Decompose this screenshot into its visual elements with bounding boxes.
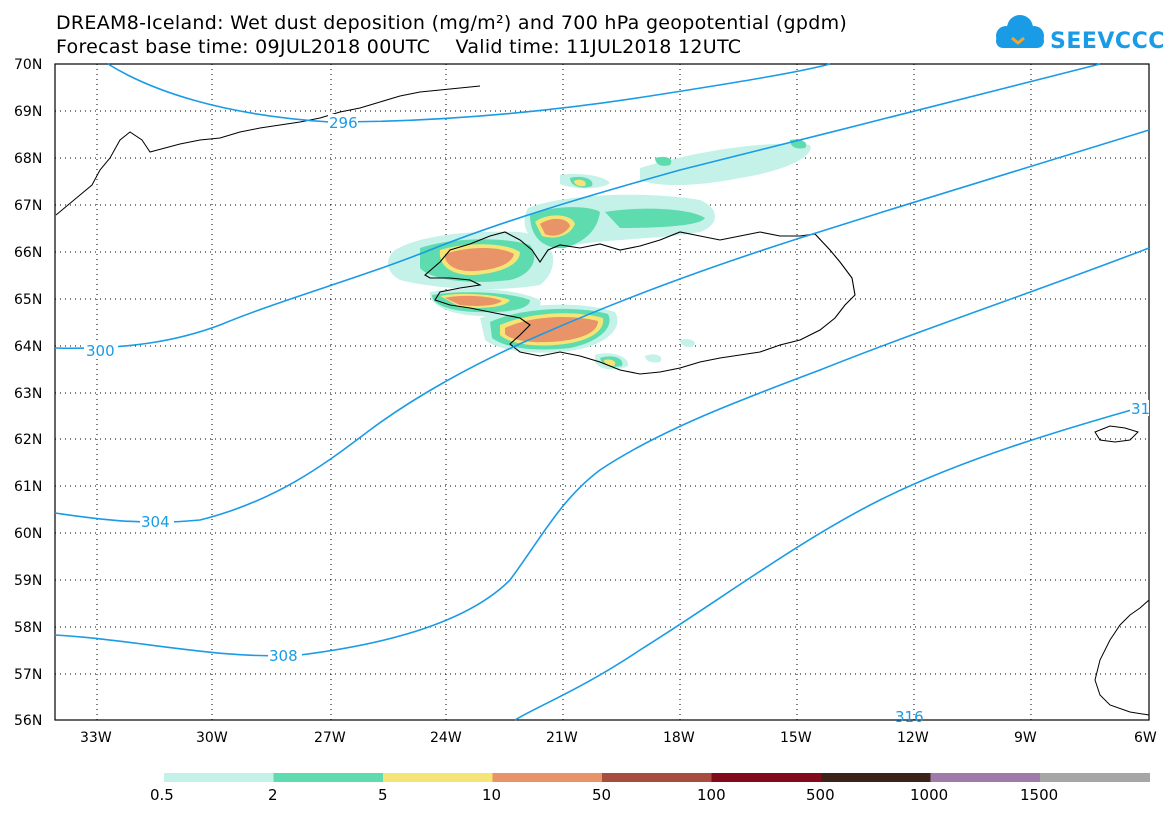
contour-labels: 296 300 304 308 31 316: [84, 114, 1150, 726]
latitude-labels: 70N 69N 68N 67N 66N 65N 64N 63N 62N 61N …: [14, 57, 42, 729]
iceland-coastline: [424, 231, 856, 375]
legend-swatch: [1040, 773, 1150, 782]
legend-swatch: [930, 773, 1041, 782]
map-title: DREAM8-Iceland: Wet dust deposition (mg/…: [56, 12, 848, 34]
lat-label: 67N: [14, 198, 42, 214]
lat-label: 70N: [14, 57, 42, 73]
legend-swatch: [383, 773, 493, 782]
lat-label: 65N: [14, 292, 42, 308]
lat-label: 64N: [14, 339, 42, 355]
legend-colorbar: [164, 773, 1150, 782]
contour-label-316: 316: [895, 708, 924, 726]
faroe-islands: [1094, 425, 1139, 443]
lat-label: 66N: [14, 245, 42, 261]
contour-296: [107, 63, 831, 123]
legend-swatch: [492, 773, 603, 782]
lon-label: 27W: [314, 730, 346, 746]
contour-label-308: 308: [269, 647, 298, 665]
legend-label: 10: [482, 786, 501, 804]
contour-300-south: [54, 129, 1150, 523]
scotland-coastline: [1094, 599, 1150, 716]
logo-text: SEEVCCC: [1050, 29, 1165, 54]
lat-label: 60N: [14, 526, 42, 542]
lat-label: 62N: [14, 432, 42, 448]
legend-swatch: [602, 773, 712, 782]
contour-label-296: 296: [329, 114, 358, 132]
contour-label-300: 300: [86, 342, 115, 360]
legend-swatch: [273, 773, 384, 782]
lon-label: 9W: [1014, 730, 1037, 746]
legend-label: 100: [697, 786, 726, 804]
contour-label-31x: 31: [1131, 400, 1150, 418]
legend-label: 500: [806, 786, 835, 804]
lat-label: 57N: [14, 667, 42, 683]
lon-label: 33W: [80, 730, 112, 746]
longitude-labels: 33W 30W 27W 24W 21W 18W 15W 12W 9W 6W: [80, 730, 1157, 746]
legend-label: 2: [268, 786, 278, 804]
lon-label: 30W: [196, 730, 228, 746]
lat-label: 58N: [14, 620, 42, 636]
greenland-coastline: [55, 85, 481, 216]
legend-labels: 0.5 2 5 10 50 100 500 1000 1500: [150, 786, 1058, 804]
legend-label: 5: [378, 786, 388, 804]
map-subtitle: Forecast base time: 09JUL2018 00UTC Vali…: [56, 36, 742, 58]
legend-label: 0.5: [150, 786, 174, 804]
lat-label: 63N: [14, 386, 42, 402]
contour-label-304: 304: [141, 513, 170, 531]
legend-label: 50: [592, 786, 611, 804]
lat-label: 69N: [14, 104, 42, 120]
lat-label: 61N: [14, 479, 42, 495]
lon-label: 24W: [430, 730, 462, 746]
cloud-logo-icon: [996, 15, 1044, 48]
lat-label: 68N: [14, 151, 42, 167]
lon-label: 15W: [780, 730, 812, 746]
legend-label: 1500: [1020, 786, 1058, 804]
legend-swatch: [821, 773, 931, 782]
lon-label: 18W: [663, 730, 695, 746]
contour-308: [514, 404, 1150, 721]
legend-label: 1000: [910, 786, 948, 804]
lon-label: 21W: [546, 730, 578, 746]
legend-swatch: [164, 773, 274, 782]
map-frame: [54, 63, 1150, 721]
lon-label: 12W: [897, 730, 929, 746]
contour-300-north: [54, 63, 1101, 350]
lon-label: 6W: [1134, 730, 1157, 746]
seevccc-logo: SEEVCCC: [996, 15, 1165, 54]
legend-swatch: [711, 773, 822, 782]
lat-label: 59N: [14, 573, 42, 589]
lat-label: 56N: [14, 713, 42, 729]
